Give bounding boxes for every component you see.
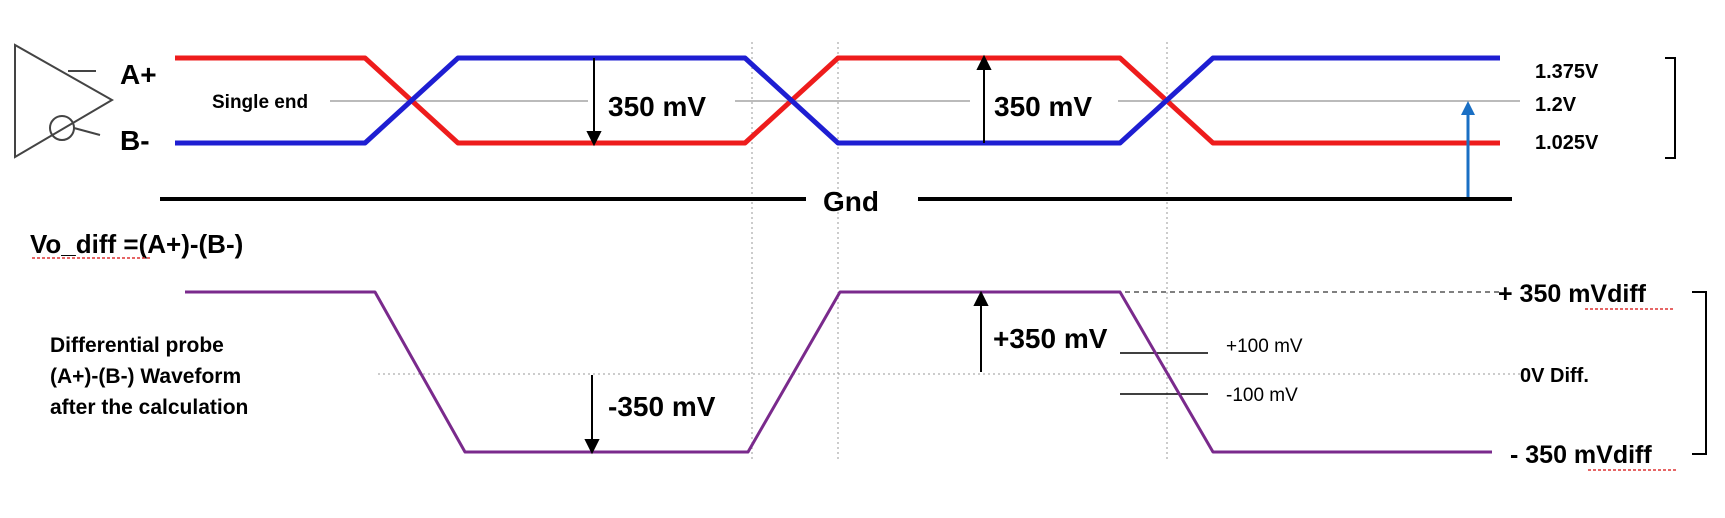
neg-swing-arrow bbox=[584, 375, 600, 455]
common-mode-arrow bbox=[1461, 101, 1475, 197]
pin-a-label: A+ bbox=[120, 59, 157, 90]
pos-swing-arrow bbox=[973, 290, 989, 372]
ground-label: Gnd bbox=[823, 186, 879, 217]
swing-label-1: 350 mV bbox=[608, 91, 706, 122]
swing-arrow-2 bbox=[976, 54, 992, 143]
probe-text-line-2: (A+)-(B-) Waveform bbox=[50, 365, 241, 388]
level-mid-label: 1.2V bbox=[1535, 94, 1577, 116]
differential-bracket bbox=[1692, 291, 1707, 455]
output-b-lead bbox=[73, 127, 101, 136]
neg-swing-label: -350 mV bbox=[608, 391, 716, 422]
inversion-bubble bbox=[49, 115, 75, 141]
level-low-label: 1.025V bbox=[1535, 132, 1599, 154]
diff-formula: Vo_diff =(A+)-(B-) bbox=[30, 229, 243, 259]
swing-label-2: 350 mV bbox=[994, 91, 1092, 122]
thresh-pos-label: +100 mV bbox=[1226, 336, 1303, 357]
thresh-neg-label: -100 mV bbox=[1226, 385, 1298, 406]
single-ended-bracket bbox=[1665, 57, 1676, 159]
swing-arrow-1 bbox=[586, 58, 602, 147]
level-zero-diff-label: 0V Diff. bbox=[1520, 365, 1589, 387]
probe-text-line-1: Differential probe bbox=[50, 334, 224, 357]
buffer-triangle bbox=[14, 43, 115, 159]
crossing-guides bbox=[751, 42, 1168, 462]
level-pos-diff-label: + 350 mVdiff bbox=[1498, 280, 1647, 308]
probe-text-line-3: after the calculation bbox=[50, 396, 248, 419]
driver-symbol-icon bbox=[14, 43, 115, 159]
pos-swing-label: +350 mV bbox=[993, 323, 1108, 354]
diff-reference-lines bbox=[378, 291, 1520, 395]
level-neg-diff-label: - 350 mVdiff bbox=[1510, 441, 1652, 469]
level-high-label: 1.375V bbox=[1535, 61, 1599, 83]
b-minus-waveform bbox=[175, 55, 1500, 146]
pin-b-label: B- bbox=[120, 125, 150, 156]
differential-waveform bbox=[185, 290, 1492, 454]
single-end-label: Single end bbox=[212, 92, 308, 113]
